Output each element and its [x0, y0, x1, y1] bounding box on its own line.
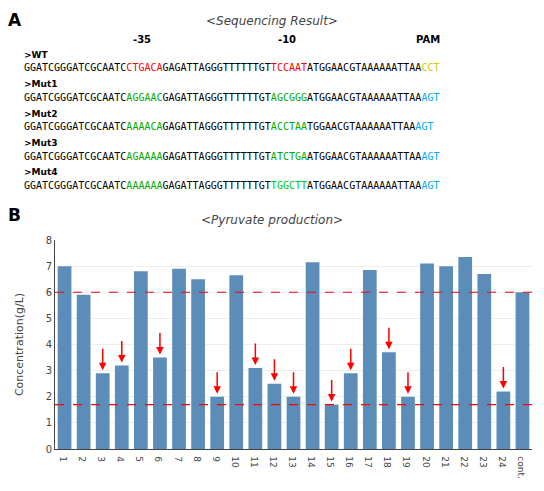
- svg-text:<Sequencing Result>: <Sequencing Result>: [206, 14, 338, 28]
- svg-text:GGATCGGGATCGCAATCAAAACAGAGATTA: GGATCGGGATCGCAATCAAAACAGAGATTAGGGTTTTTTG…: [24, 121, 433, 132]
- svg-text:14: 14: [306, 456, 316, 468]
- svg-text:20: 20: [421, 456, 431, 468]
- svg-text:22: 22: [459, 456, 469, 467]
- svg-text:GGATCGGGATCGCAATCCTGACAGAGATTA: GGATCGGGATCGCAATCCTGACAGAGATTAGGGTTTTTTG…: [24, 62, 439, 73]
- svg-text:1: 1: [46, 417, 52, 428]
- svg-text:8: 8: [46, 235, 52, 246]
- svg-text:<Pyruvate production>: <Pyruvate production>: [201, 213, 343, 227]
- svg-text:A: A: [8, 10, 22, 30]
- svg-text:>WT: >WT: [24, 50, 48, 60]
- svg-text:21: 21: [440, 456, 450, 467]
- svg-text:15: 15: [325, 456, 335, 467]
- svg-text:-10: -10: [278, 34, 296, 45]
- svg-text:8: 8: [192, 456, 202, 462]
- svg-text:6: 6: [46, 287, 52, 298]
- svg-text:GGATCGGGATCGCAATCAGAAAAGAGATTA: GGATCGGGATCGCAATCAGAAAAGAGATTAGGGTTTTTTG…: [24, 151, 439, 162]
- svg-text:9: 9: [211, 456, 221, 462]
- svg-text:16: 16: [344, 456, 354, 468]
- svg-text:>Mut3: >Mut3: [24, 138, 57, 148]
- svg-text:4: 4: [46, 339, 52, 350]
- svg-text:23: 23: [478, 456, 488, 467]
- svg-text:3: 3: [96, 456, 106, 462]
- svg-text:>Mut4: >Mut4: [24, 167, 57, 177]
- svg-text:GGATCGGGATCGCAATCAAAAAAGAGATTA: GGATCGGGATCGCAATCAAAAAAGAGATTAGGGTTTTTTG…: [24, 180, 439, 191]
- svg-text:2: 2: [77, 456, 87, 462]
- svg-text:24: 24: [497, 456, 507, 468]
- svg-text:>Mut2: >Mut2: [24, 109, 57, 119]
- svg-text:11: 11: [249, 456, 259, 467]
- svg-text:2: 2: [46, 391, 52, 402]
- svg-text:19: 19: [401, 456, 411, 468]
- svg-text:10: 10: [230, 456, 240, 468]
- svg-text:12: 12: [268, 456, 278, 467]
- svg-text:>Mut1: >Mut1: [24, 79, 57, 89]
- svg-text:6: 6: [153, 456, 163, 462]
- svg-text:3: 3: [46, 365, 52, 376]
- svg-text:5: 5: [134, 456, 144, 462]
- svg-text:Concentration(g/L): Concentration(g/L): [13, 293, 26, 396]
- svg-text:PAM: PAM: [416, 34, 440, 45]
- svg-text:cont.: cont.: [516, 456, 526, 479]
- svg-text:B: B: [8, 205, 21, 225]
- svg-text:7: 7: [46, 261, 52, 272]
- svg-text:17: 17: [363, 456, 373, 467]
- svg-text:7: 7: [173, 456, 183, 462]
- svg-text:GGATCGGGATCGCAATCAGGAACGAGATTA: GGATCGGGATCGCAATCAGGAACGAGATTAGGGTTTTTTG…: [24, 92, 439, 103]
- svg-text:0: 0: [46, 444, 52, 455]
- svg-text:18: 18: [382, 456, 392, 468]
- svg-text:1: 1: [58, 456, 68, 462]
- svg-text:13: 13: [287, 456, 297, 467]
- svg-text:4: 4: [115, 456, 125, 462]
- svg-text:-35: -35: [133, 34, 151, 45]
- svg-text:5: 5: [46, 313, 52, 324]
